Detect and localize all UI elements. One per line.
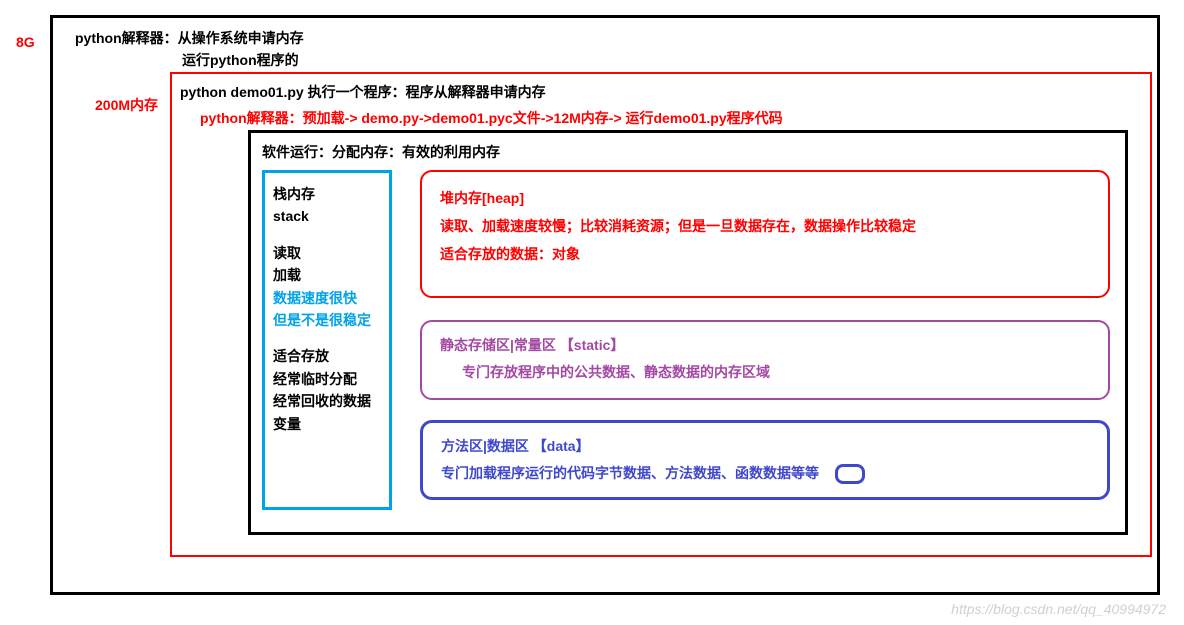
data-title: 方法区|数据区 【data】: [441, 433, 1089, 460]
stack-l6: 但是不是很稳定: [273, 309, 381, 331]
label-200m: 200M内存: [95, 95, 158, 115]
label-8g: 8G: [16, 34, 35, 50]
stack-l1: 栈内存: [273, 183, 381, 205]
stack-l10: 变量: [273, 413, 381, 435]
heap-box: 堆内存[heap] 读取、加载速度较慢；比较消耗资源；但是一旦数据存在，数据操作…: [420, 170, 1110, 298]
watermark: https://blog.csdn.net/qq_40994972: [951, 601, 1166, 617]
static-title: 静态存储区|常量区 【static】: [440, 332, 1090, 359]
heap-line2: 适合存放的数据：对象: [440, 240, 1090, 268]
stack-l4: 加载: [273, 264, 381, 286]
preload-line: python解释器：预加载-> demo.py->demo01.pyc文件->1…: [200, 108, 783, 128]
memory-diagram: 8G python解释器：从操作系统申请内存 运行python程序的 200M内…: [0, 0, 1184, 625]
data-desc: 专门加载程序运行的代码字节数据、方法数据、函数数据等等: [441, 465, 819, 481]
data-pill-icon: [835, 464, 865, 484]
stack-l2: stack: [273, 205, 381, 227]
data-box: 方法区|数据区 【data】 专门加载程序运行的代码字节数据、方法数据、函数数据…: [420, 420, 1110, 500]
stack-l9: 经常回收的数据: [273, 390, 381, 412]
stack-l8: 经常临时分配: [273, 368, 381, 390]
stack-box: 栈内存 stack 读取 加载 数据速度很快 但是不是很稳定 适合存放 经常临时…: [262, 170, 392, 510]
heap-line1: 读取、加载速度较慢；比较消耗资源；但是一旦数据存在，数据操作比较稳定: [440, 212, 1090, 240]
interpreter-line1: python解释器：从操作系统申请内存: [75, 28, 304, 48]
static-box: 静态存储区|常量区 【static】 专门存放程序中的公共数据、静态数据的内存区…: [420, 320, 1110, 400]
stack-l3: 读取: [273, 242, 381, 264]
interpreter-line2: 运行python程序的: [182, 50, 299, 70]
static-desc: 专门存放程序中的公共数据、静态数据的内存区域: [440, 359, 1090, 386]
heap-title: 堆内存[heap]: [440, 184, 1090, 212]
stack-l7: 适合存放: [273, 345, 381, 367]
stack-l5: 数据速度很快: [273, 287, 381, 309]
soft-run-title: 软件运行：分配内存：有效的利用内存: [262, 142, 500, 162]
demo-exec-line: python demo01.py 执行一个程序：程序从解释器申请内存: [180, 82, 546, 102]
